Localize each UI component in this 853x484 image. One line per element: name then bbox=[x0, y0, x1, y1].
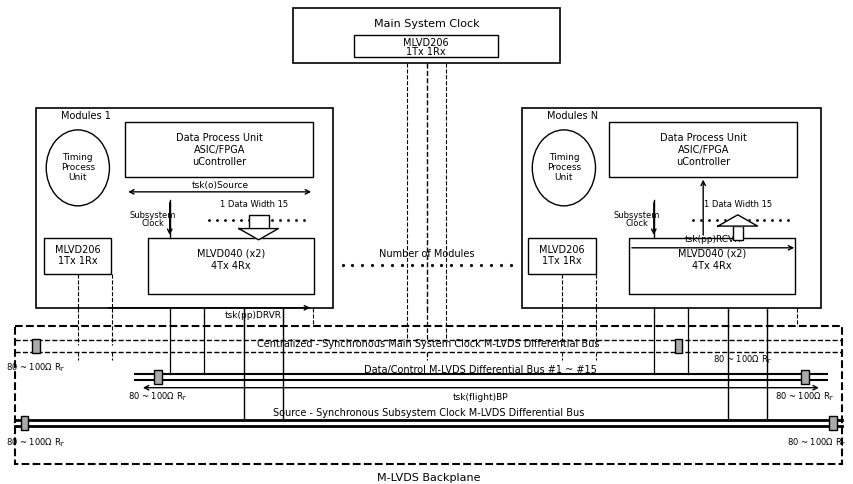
Text: Clock: Clock bbox=[142, 219, 164, 228]
Text: 1Tx 1Rx: 1Tx 1Rx bbox=[542, 256, 581, 266]
Text: 4Tx 4Rx: 4Tx 4Rx bbox=[692, 261, 731, 271]
Text: 1Tx 1Rx: 1Tx 1Rx bbox=[405, 47, 445, 57]
Text: Process: Process bbox=[61, 164, 95, 172]
Text: 80 ~ 100Ω R$_T$: 80 ~ 100Ω R$_T$ bbox=[6, 362, 67, 374]
Bar bbox=[37, 108, 333, 308]
Text: Data Process Unit: Data Process Unit bbox=[176, 133, 262, 143]
Text: 1Tx 1Rx: 1Tx 1Rx bbox=[58, 256, 97, 266]
Bar bbox=[609, 122, 796, 177]
Bar bbox=[32, 339, 40, 353]
Text: Clock: Clock bbox=[625, 219, 647, 228]
Text: 80 ~ 100Ω R$_T$: 80 ~ 100Ω R$_T$ bbox=[712, 353, 772, 366]
Text: Data Process Unit: Data Process Unit bbox=[659, 133, 746, 143]
Text: Subsystem: Subsystem bbox=[613, 212, 659, 220]
Bar bbox=[732, 226, 742, 240]
Text: Centralized - Synchronous Main System Clock M-LVDS Differential Bus: Centralized - Synchronous Main System Cl… bbox=[257, 339, 599, 349]
Text: ASIC/FPGA: ASIC/FPGA bbox=[676, 145, 728, 155]
Text: Data/Control M-LVDS Differential Bus #1 ~ #15: Data/Control M-LVDS Differential Bus #1 … bbox=[364, 365, 596, 375]
Text: Process: Process bbox=[546, 164, 580, 172]
Bar bbox=[154, 370, 161, 384]
Bar bbox=[354, 35, 497, 57]
Bar bbox=[44, 238, 111, 274]
Text: Modules 1: Modules 1 bbox=[61, 111, 111, 121]
Text: Subsystem: Subsystem bbox=[130, 212, 176, 220]
Text: Source - Synchronous Subsystem Clock M-LVDS Differential Bus: Source - Synchronous Subsystem Clock M-L… bbox=[273, 408, 583, 418]
Text: 80 ~ 100Ω R$_T$: 80 ~ 100Ω R$_T$ bbox=[774, 391, 834, 403]
Text: tsk(pp)RCVR: tsk(pp)RCVR bbox=[684, 235, 740, 244]
Text: tsk(flight)BP: tsk(flight)BP bbox=[453, 393, 508, 402]
Bar bbox=[629, 238, 794, 294]
Text: MLVD206: MLVD206 bbox=[538, 245, 584, 255]
Text: Unit: Unit bbox=[68, 173, 87, 182]
Text: tsk(o)Source: tsk(o)Source bbox=[191, 182, 248, 190]
Bar bbox=[800, 370, 808, 384]
Bar bbox=[248, 215, 268, 228]
Text: 80 ~ 100Ω R$_T$: 80 ~ 100Ω R$_T$ bbox=[6, 437, 67, 449]
Bar bbox=[15, 326, 842, 464]
Text: 4Tx 4Rx: 4Tx 4Rx bbox=[211, 261, 251, 271]
Polygon shape bbox=[239, 228, 278, 240]
Text: MLVD040 (x2): MLVD040 (x2) bbox=[196, 249, 264, 259]
Bar bbox=[522, 108, 820, 308]
Text: 80 ~ 100Ω R$_T$: 80 ~ 100Ω R$_T$ bbox=[128, 391, 188, 403]
Text: tsk(pp)DRVR: tsk(pp)DRVR bbox=[225, 311, 281, 320]
Text: Timing: Timing bbox=[548, 153, 578, 162]
Text: MLVD206: MLVD206 bbox=[403, 38, 448, 48]
Polygon shape bbox=[717, 215, 757, 226]
Text: uController: uController bbox=[676, 157, 729, 167]
Bar bbox=[20, 416, 28, 430]
Text: Unit: Unit bbox=[554, 173, 572, 182]
Text: 80 ~ 100Ω R$_T$: 80 ~ 100Ω R$_T$ bbox=[786, 437, 846, 449]
Bar bbox=[125, 122, 312, 177]
Text: MLVD040 (x2): MLVD040 (x2) bbox=[677, 249, 746, 259]
Ellipse shape bbox=[46, 130, 109, 206]
Text: 1 Data Width 15: 1 Data Width 15 bbox=[703, 200, 771, 210]
Text: Main System Clock: Main System Clock bbox=[374, 19, 479, 29]
Text: M-LVDS Backplane: M-LVDS Backplane bbox=[376, 472, 479, 483]
Bar bbox=[528, 238, 595, 274]
Text: 1 Data Width 15: 1 Data Width 15 bbox=[219, 200, 287, 210]
Bar bbox=[674, 339, 682, 353]
Text: Timing: Timing bbox=[62, 153, 93, 162]
Bar bbox=[293, 8, 560, 63]
Text: uController: uController bbox=[192, 157, 246, 167]
Bar bbox=[827, 416, 836, 430]
Ellipse shape bbox=[531, 130, 595, 206]
Text: MLVD206: MLVD206 bbox=[55, 245, 101, 255]
Text: Number of Modules: Number of Modules bbox=[379, 249, 473, 259]
Text: Modules N: Modules N bbox=[547, 111, 597, 121]
Bar bbox=[148, 238, 314, 294]
Text: ASIC/FPGA: ASIC/FPGA bbox=[193, 145, 245, 155]
